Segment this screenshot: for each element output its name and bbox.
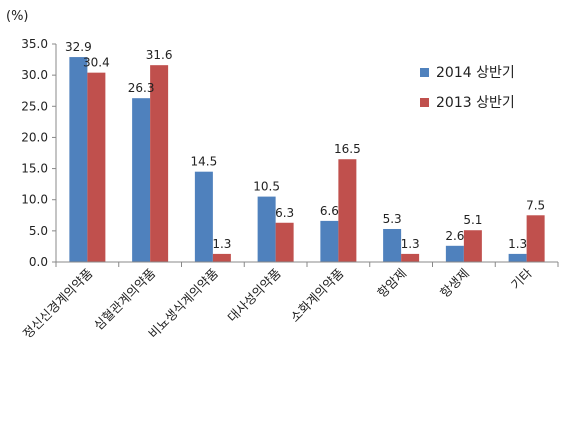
- data-label: 14.5: [191, 155, 218, 169]
- x-category-label: 소화계의약품: [287, 266, 346, 325]
- legend-swatch: [420, 68, 429, 77]
- legend: 2014 상반기 2013 상반기: [420, 65, 515, 111]
- bar-series2: [526, 215, 545, 262]
- data-label: 30.4: [83, 56, 110, 70]
- bar-series1: [508, 253, 527, 262]
- bar-series1: [257, 196, 276, 262]
- legend-swatch: [420, 98, 429, 107]
- bar-series1: [132, 98, 151, 262]
- y-tick-label: 15.0: [21, 162, 48, 176]
- x-category-label: 대사성의약품: [224, 266, 283, 325]
- bar-series1: [69, 57, 88, 262]
- legend-label: 2013 상반기: [436, 95, 515, 111]
- bar-series2: [401, 253, 420, 262]
- data-label: 6.6: [320, 204, 339, 218]
- data-label: 26.3: [128, 81, 155, 95]
- data-label: 5.3: [383, 212, 402, 226]
- bar-series2: [150, 65, 169, 262]
- x-category-label: 기타: [508, 265, 535, 292]
- data-label: 31.6: [146, 48, 173, 62]
- data-label: 32.9: [65, 40, 92, 54]
- data-label: 5.1: [463, 213, 482, 227]
- data-label: 1.3: [401, 237, 420, 251]
- y-tick-label: 30.0: [21, 68, 48, 82]
- legend-label: 2014 상반기: [436, 65, 515, 81]
- data-label: 16.5: [334, 142, 361, 156]
- data-label: 6.3: [275, 206, 294, 220]
- x-category-label: 항암제: [374, 266, 409, 301]
- y-tick-label: 20.0: [21, 130, 48, 144]
- data-label: 7.5: [526, 198, 545, 212]
- data-label: 1.3: [508, 237, 527, 251]
- y-tick-label: 5.0: [29, 224, 48, 238]
- data-labels: 32.9 26.3 14.5 10.5 6.6 5.3 2.6 1.3 30.4 31.6 1.3 6…: [65, 40, 545, 251]
- y-tick-label: 35.0: [21, 37, 48, 51]
- y-tick-label: 10.0: [21, 193, 48, 207]
- bar-series1: [194, 171, 213, 262]
- y-axis: 0.0 5.0 10.0 15.0 20.0 25.0 30.0 35.0: [21, 37, 57, 269]
- bar-series1: [383, 228, 402, 262]
- bar-series2: [87, 72, 106, 262]
- x-category-label: 정신신경계의약품: [20, 266, 96, 342]
- x-category-label: 심혈관계의약품: [91, 266, 159, 334]
- bar-series2: [275, 222, 294, 262]
- bar-series2: [212, 253, 231, 262]
- bar-series1: [320, 220, 339, 262]
- data-label: 2.6: [445, 229, 464, 243]
- y-unit-label: (%): [6, 9, 29, 24]
- y-tick-label: 0.0: [29, 255, 48, 269]
- bar-series2: [338, 159, 357, 262]
- data-label: 1.3: [212, 237, 231, 251]
- x-category-label: 항생제: [437, 266, 472, 301]
- data-label: 10.5: [253, 180, 280, 194]
- y-tick-label: 25.0: [21, 99, 48, 113]
- bar-series2: [463, 230, 482, 262]
- bar-series1: [445, 245, 464, 262]
- bars: [69, 57, 545, 262]
